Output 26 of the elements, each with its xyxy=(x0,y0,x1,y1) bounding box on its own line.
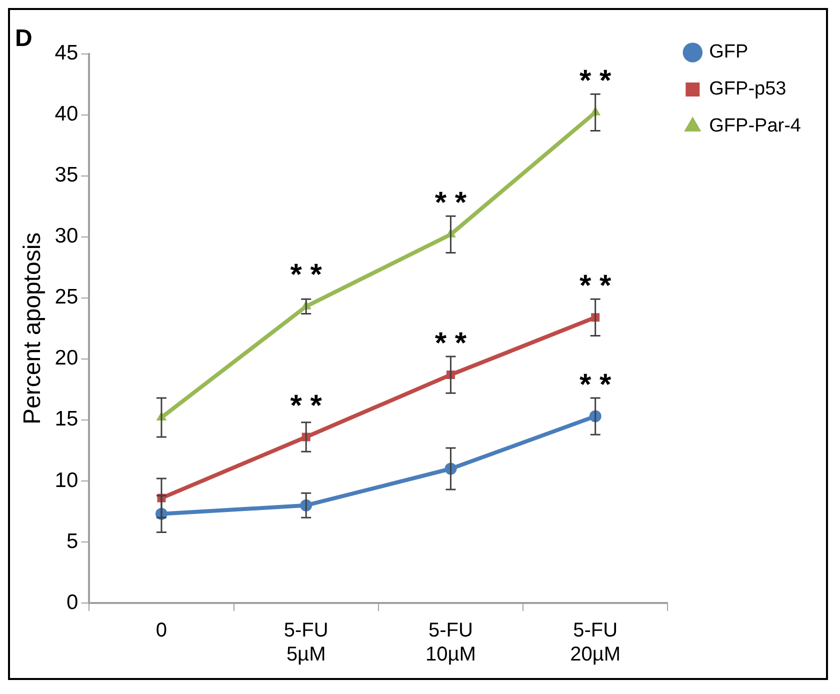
x-tick-label: 0 xyxy=(156,620,168,642)
annotation: * * xyxy=(290,258,322,292)
y-tick-label: 15 xyxy=(54,408,78,431)
annotation: * * xyxy=(434,327,467,360)
y-axis-title: Percent apoptosis xyxy=(19,232,46,424)
x-tick-label: 5-FU 20µM xyxy=(570,620,621,666)
annotation: * * xyxy=(580,270,612,303)
y-tick-label: 35 xyxy=(54,164,78,187)
y-tick-label: 0 xyxy=(66,590,78,614)
y-tick-label: 20 xyxy=(54,346,78,370)
legend-label: GFP xyxy=(709,42,748,63)
annotation: * * xyxy=(290,389,322,422)
x-tick-label: 5-FU 5µM xyxy=(284,620,328,666)
annotation: * * xyxy=(434,186,467,220)
legend-label: GFP-Par-4 xyxy=(709,116,802,137)
y-tick-label: 5 xyxy=(66,530,78,553)
y-tick-label: 40 xyxy=(54,102,78,126)
legend-label: GFP-p53 xyxy=(709,78,786,100)
x-tick-label: 5-FU 10µM xyxy=(426,620,476,666)
y-tick-label: 45 xyxy=(54,42,78,65)
chart-title: D xyxy=(15,25,32,52)
annotation: * * xyxy=(580,368,612,402)
annotation: * * xyxy=(580,64,612,98)
y-tick-label: 30 xyxy=(54,224,78,248)
y-tick-label: 10 xyxy=(54,468,78,492)
y-tick-label: 25 xyxy=(54,286,78,309)
